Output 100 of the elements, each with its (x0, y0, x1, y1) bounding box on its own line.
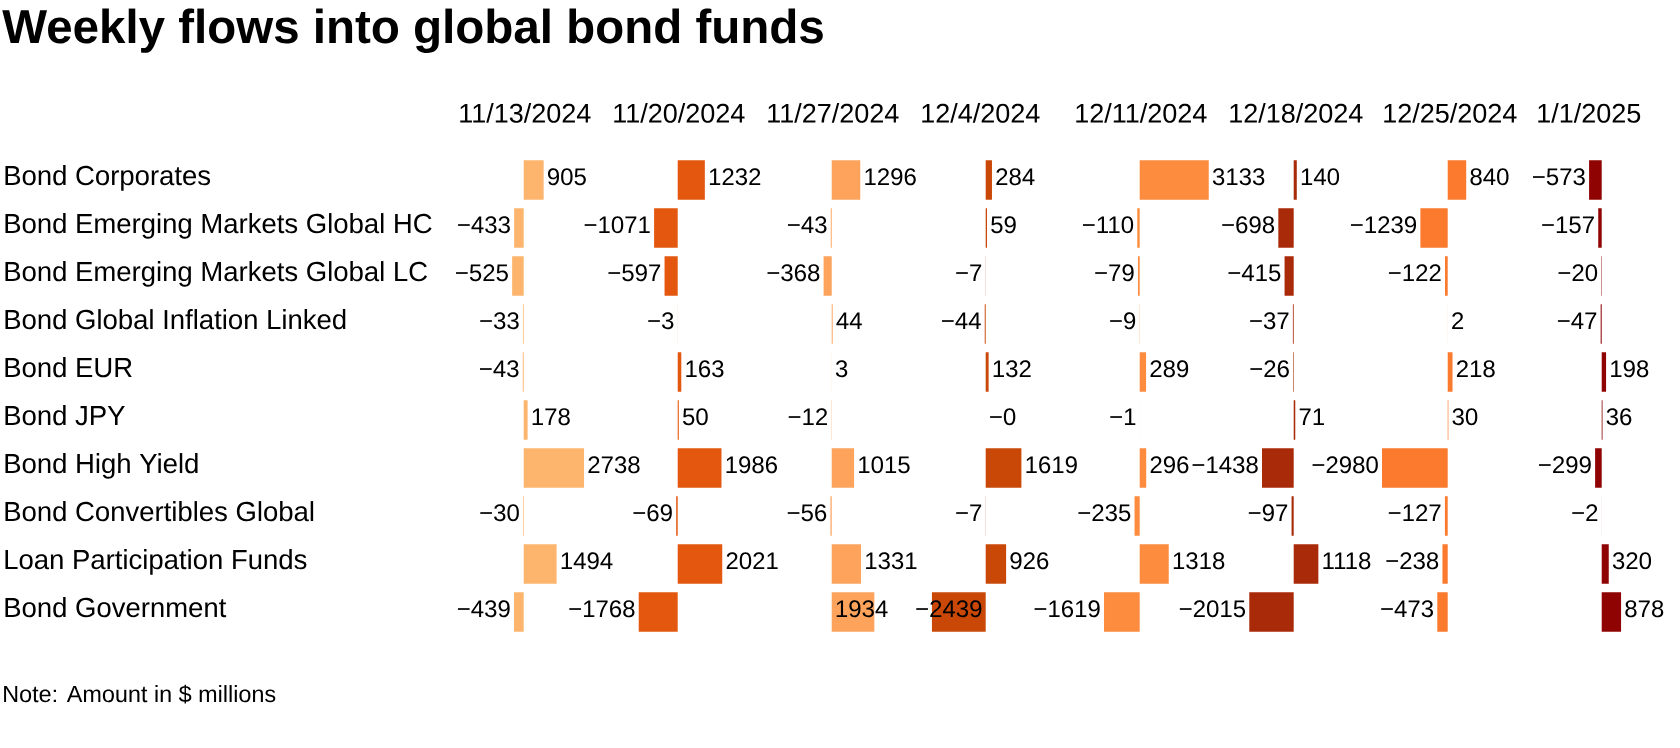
data-label: 2 (1452, 312, 1464, 329)
data-label: −26 (1250, 360, 1289, 378)
data-label: 132 (993, 360, 1031, 378)
y-tick-label: Bond JPY (5, 405, 125, 426)
bar (1249, 592, 1294, 632)
bar (523, 448, 585, 488)
data-label: −238 (1386, 552, 1439, 570)
bar (1104, 592, 1140, 632)
data-label: 1296 (865, 168, 916, 186)
data-label: −473 (1381, 600, 1434, 618)
data-label: −44 (942, 312, 981, 329)
y-tick-label: Bond High Yield (5, 453, 198, 479)
chart-title: 11/27/2024 (768, 103, 899, 123)
data-label: 140 (1301, 168, 1340, 186)
bar (1139, 448, 1147, 488)
data-label: 289 (1150, 360, 1189, 378)
bar (677, 544, 723, 584)
bar (823, 256, 832, 296)
bar (1442, 544, 1448, 584)
bar (1262, 448, 1294, 488)
bar (1293, 160, 1297, 200)
bar (1382, 448, 1448, 488)
text: Weekly flows into global bond funds (2, 8, 823, 54)
bar (1601, 592, 1622, 632)
y-tick-label: Bond Corporates (5, 165, 211, 191)
bar (985, 448, 1022, 488)
data-label: −415 (1228, 264, 1281, 282)
data-label: −525 (456, 264, 508, 282)
bar (1137, 208, 1140, 248)
data-label: −97 (1248, 504, 1288, 522)
data-label: 320 (1612, 552, 1652, 570)
data-label: 178 (532, 408, 570, 426)
data-label: −122 (1388, 264, 1441, 281)
data-label: −110 (1082, 216, 1134, 234)
bar (985, 160, 992, 200)
data-label: 198 (1611, 360, 1649, 378)
chart-title: 12/4/2024 (922, 103, 1040, 123)
y-tick-label: Bond Global Inflation Linked (5, 309, 346, 330)
data-label: 1986 (726, 456, 777, 474)
bar (1134, 496, 1140, 536)
bar (985, 544, 1007, 584)
data-label: −0 (990, 408, 1016, 426)
bar (985, 352, 989, 392)
data-label: 905 (547, 168, 586, 186)
data-label: 3133 (1212, 168, 1265, 186)
data-label: −433 (458, 216, 510, 234)
bar (1444, 496, 1448, 536)
data-label: −43 (788, 216, 827, 234)
data-label: −7 (956, 504, 982, 521)
data-label: −299 (1539, 456, 1591, 474)
chart-title: 1/1/2025 (1538, 103, 1641, 123)
data-label: −235 (1078, 504, 1131, 522)
data-label: −439 (457, 600, 510, 618)
data-label: −1071 (584, 216, 650, 234)
y-tick-label: Bond EUR (5, 357, 132, 378)
text: Note: Amount in $ millions (4, 684, 276, 704)
bar (1291, 496, 1294, 536)
y-tick-label: Bond Convertibles Global (5, 501, 314, 522)
data-label: −7 (956, 264, 982, 281)
bar (1447, 352, 1453, 392)
data-label: 1619 (1026, 456, 1077, 474)
data-label: −37 (1250, 312, 1289, 330)
bar (1293, 544, 1319, 584)
bar (1139, 160, 1209, 200)
data-label: 59 (991, 216, 1016, 234)
data-label: −33 (480, 312, 519, 330)
data-label: 840 (1470, 168, 1509, 186)
data-label: 44 (836, 312, 862, 329)
data-label: 2021 (726, 552, 778, 570)
bar (523, 400, 528, 440)
bar (514, 592, 524, 632)
bar (1589, 160, 1602, 200)
data-label: −43 (480, 360, 519, 378)
data-label: 1015 (859, 456, 910, 474)
data-label: −1619 (1034, 600, 1100, 618)
data-label: −597 (608, 264, 661, 282)
y-tick-label: Bond Government (5, 597, 227, 618)
data-label: −69 (633, 504, 672, 522)
data-label: −573 (1532, 168, 1585, 186)
data-label: 2738 (588, 456, 640, 474)
bar (1139, 544, 1169, 584)
data-label: 71 (1299, 408, 1324, 425)
bar (1284, 256, 1294, 296)
data-label: 3 (835, 360, 848, 378)
data-label: −3 (648, 312, 674, 330)
data-label: −2015 (1179, 600, 1246, 618)
chart-title: 11/13/2024 (460, 103, 591, 123)
data-label: −368 (767, 264, 820, 282)
bar (523, 160, 544, 200)
bar (831, 160, 861, 200)
bar (1420, 208, 1448, 248)
chart-title: 12/25/2024 (1384, 103, 1517, 123)
data-label: 1331 (866, 552, 917, 570)
bar (638, 592, 678, 632)
bar (523, 544, 557, 584)
bar (831, 448, 855, 488)
data-label: −56 (787, 504, 827, 522)
data-label: 284 (996, 168, 1035, 186)
bar (1598, 208, 1602, 248)
data-label: −1239 (1350, 216, 1417, 234)
